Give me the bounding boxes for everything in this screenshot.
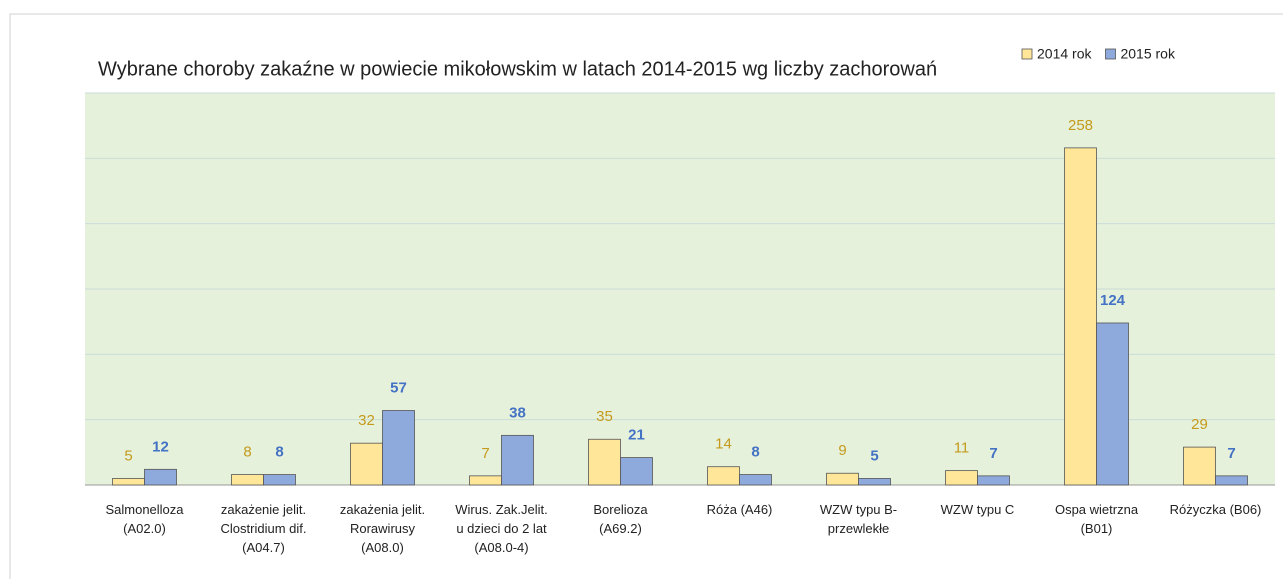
data-label: 32 (358, 412, 375, 429)
bar (144, 468, 177, 486)
chart-title: Wybrane choroby zakaźne w powiecie mikoł… (98, 58, 937, 80)
data-label: 8 (275, 444, 283, 461)
bar (1096, 322, 1129, 486)
bar (945, 470, 978, 486)
data-label: 35 (596, 408, 613, 425)
data-label: 5 (124, 447, 132, 464)
bar (858, 478, 891, 486)
data-label: 29 (1191, 416, 1208, 433)
legend-swatch (1021, 48, 1033, 60)
x-tick-label: Róża (A46) (706, 502, 773, 517)
bar (826, 472, 859, 486)
bar (231, 474, 264, 486)
data-label: 7 (989, 445, 997, 462)
x-tick-label: zakażenia jelit. Rorawirusy (A08.0) (339, 502, 426, 555)
data-label: 124 (1100, 292, 1126, 309)
bar (1183, 446, 1216, 486)
data-label: 38 (509, 404, 526, 421)
data-label: 57 (390, 379, 407, 396)
bar (112, 478, 145, 486)
bar (1215, 475, 1248, 486)
data-label: 7 (1227, 445, 1235, 462)
legend-label: 2015 rok (1120, 46, 1175, 62)
x-tick-label: Borelioza (A69.2) (593, 502, 648, 536)
legend-label: 2014 rok (1037, 46, 1092, 62)
x-tick-label: Salmonelloza (A02.0) (105, 502, 184, 536)
data-label: 5 (870, 447, 878, 464)
x-tick-label: Ospa wietrzna (B01) (1054, 502, 1139, 536)
bar (588, 438, 621, 486)
x-tick-label: Różyczka (B06) (1169, 502, 1262, 517)
bar (350, 442, 383, 486)
bar (501, 434, 534, 486)
bar (263, 474, 296, 486)
bar (739, 474, 772, 486)
data-label: 8 (243, 444, 251, 461)
bar (620, 457, 653, 486)
data-label: 11 (954, 440, 970, 457)
bar (469, 475, 502, 486)
x-tick-label: zakażenie jelit. Clostridium dif. (A04.7… (220, 502, 307, 555)
data-label: 9 (838, 442, 846, 459)
x-tick-label: WZW typu B- przewlekłe (819, 502, 898, 536)
data-label: 7 (481, 445, 489, 462)
bar (382, 410, 415, 486)
legend-swatch (1105, 48, 1116, 60)
bar (977, 475, 1010, 486)
data-label: 8 (751, 444, 759, 461)
data-label: 14 (715, 436, 732, 453)
x-tick-label: WZW typu C (940, 502, 1015, 517)
data-label: 12 (152, 438, 169, 455)
data-label: 21 (628, 427, 645, 444)
data-label: 258 (1068, 117, 1093, 134)
x-tick-label: Wirus. Zak.Jelit. u dzieci do 2 lat (A08… (455, 502, 548, 555)
bar (1064, 147, 1097, 486)
bar (707, 466, 740, 486)
